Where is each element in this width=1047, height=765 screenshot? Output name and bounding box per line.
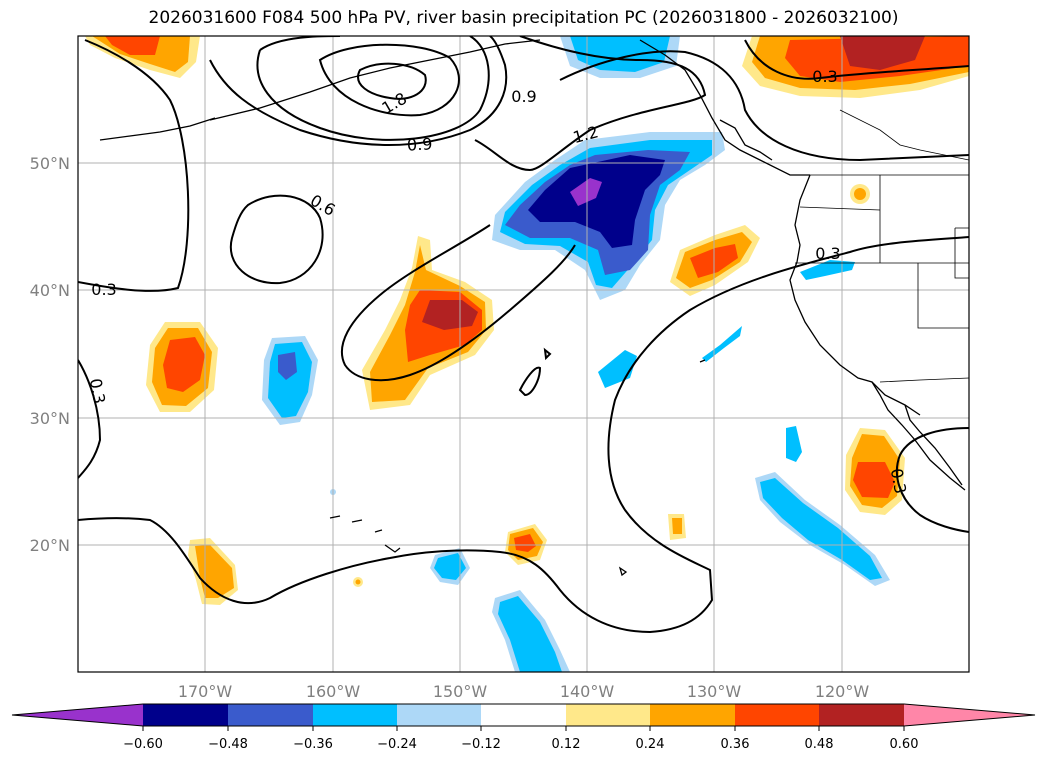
cb-tick-label-5: −0.12 xyxy=(461,737,501,752)
coast-gulf-california xyxy=(904,404,963,486)
precip-blob-se-band-mid xyxy=(760,478,882,580)
border-inland-box xyxy=(954,227,969,279)
precip-blob-small-center xyxy=(598,350,637,388)
precip-blob-sliver xyxy=(786,426,802,462)
contour-north-18 xyxy=(318,43,460,117)
lon-label-160w: 160°W xyxy=(306,682,361,701)
precip-blob-small-islands xyxy=(702,326,742,362)
lon-label-170w: 170°W xyxy=(178,682,233,701)
colorbar-bin-1 xyxy=(143,704,228,726)
colorbar-bin-8 xyxy=(735,704,819,726)
precip-blob-centerwest-peak xyxy=(422,300,478,330)
precip-blob-negative-peak xyxy=(570,178,602,206)
contour-label-03-left: 0.3 xyxy=(91,280,116,299)
map-title: 2026031600 F084 500 hPa PV, river basin … xyxy=(148,8,899,28)
border-us-mexico xyxy=(879,377,969,383)
colorbar-bin-7 xyxy=(650,704,735,726)
colorbar-bin-5 xyxy=(481,704,566,726)
contour-03-topright xyxy=(744,39,969,80)
precip-blob-baja-core xyxy=(853,462,895,498)
lat-label-50n: 50°N xyxy=(30,154,70,173)
contour-north-18-inner xyxy=(357,62,427,100)
precip-blob-topcenter-mid xyxy=(570,36,670,72)
gridlines xyxy=(78,36,969,672)
coastlines xyxy=(99,39,966,577)
precip-dot-b xyxy=(355,579,361,585)
coast-se-alaska xyxy=(639,39,810,176)
lat-label-40n: 40°N xyxy=(30,281,70,300)
plot-area: 1.8 0.9 0.9 1.2 0.6 0.3 0.3 0.3 0.3 0.3 xyxy=(78,36,969,672)
precip-blob-south-b-core xyxy=(672,518,682,534)
coast-tiny-islands xyxy=(618,359,706,577)
contour-label-03-topright: 0.3 xyxy=(812,67,837,86)
cb-tick-label-9: 0.48 xyxy=(805,737,834,752)
colorbar-under-arrow xyxy=(12,704,143,726)
cb-tick-label-1: −0.60 xyxy=(123,737,163,752)
cb-tick-label-10: 0.60 xyxy=(890,737,919,752)
colorbar-bin-9 xyxy=(819,704,904,726)
contour-09-upper xyxy=(474,36,707,172)
state-borders xyxy=(795,109,969,383)
cb-tick-label-6: 0.12 xyxy=(552,737,581,752)
colorbar-bin-4 xyxy=(397,704,481,726)
precip-dot-e xyxy=(854,188,866,200)
precip-anomaly-fills xyxy=(85,36,969,672)
contour-label-03-baja: 0.3 xyxy=(887,467,910,495)
contour-label-09-upper: 0.9 xyxy=(511,87,536,106)
coast-west-us xyxy=(789,174,921,416)
cb-tick-label-7: 0.24 xyxy=(636,737,665,752)
cb-tick-label-3: −0.36 xyxy=(293,737,333,752)
coast-hawaii xyxy=(329,515,401,553)
coast-bc-islands xyxy=(719,119,773,161)
contour-north-09 xyxy=(209,36,508,146)
colorbar-tick-marks xyxy=(142,726,905,731)
coast-baja xyxy=(871,381,966,491)
precip-blob-topleft-core xyxy=(105,36,160,55)
plot-border xyxy=(77,35,970,673)
precip-blob-south-a-core xyxy=(514,534,536,552)
colorbar-bin-3 xyxy=(313,704,397,726)
colorbar-tick-labels: −0.60 −0.48 −0.36 −0.24 −0.12 0.12 0.24 … xyxy=(123,737,918,752)
contour-12-main xyxy=(559,50,969,162)
precip-blob-west-core xyxy=(163,337,205,392)
lat-label-30n: 30°N xyxy=(30,409,70,428)
precip-blob-negative-core xyxy=(528,155,665,248)
precip-blob-hawaii-mid xyxy=(434,553,466,580)
contour-label-03-lowleft: 0.3 xyxy=(86,377,109,405)
border-oregon-washington xyxy=(799,206,881,211)
contour-west-06 xyxy=(229,194,324,285)
precip-blob-south-negative-mid xyxy=(498,596,562,672)
lon-label-140w: 140°W xyxy=(560,682,615,701)
border-ca-az xyxy=(917,263,969,329)
lon-label-120w: 120°W xyxy=(815,682,870,701)
lat-label-20n: 20°N xyxy=(30,536,70,555)
cb-tick-label-8: 0.36 xyxy=(721,737,750,752)
precip-blob-small-coast xyxy=(800,260,855,280)
colorbar: −0.60 −0.48 −0.36 −0.24 −0.12 0.12 0.24 … xyxy=(11,703,1036,752)
contour-03-baja xyxy=(895,427,969,533)
lon-label-130w: 130°W xyxy=(687,682,742,701)
border-bc-interior xyxy=(839,109,969,161)
colorbar-bin-2 xyxy=(228,704,313,726)
precip-blob-topright-peak xyxy=(840,36,925,70)
cb-tick-label-4: −0.24 xyxy=(377,737,417,752)
lat-tick-labels: 50°N 40°N 30°N 20°N xyxy=(30,154,70,555)
cb-tick-label-2: −0.48 xyxy=(208,737,248,752)
contour-center-small xyxy=(518,366,542,397)
contour-center-dot xyxy=(543,347,552,361)
colorbar-bin-6 xyxy=(566,704,650,726)
contour-label-09-left: 0.9 xyxy=(407,134,433,154)
coast-aleutians xyxy=(99,117,216,141)
contour-12-west-loop xyxy=(340,224,576,382)
contour-left-03-lower xyxy=(78,359,102,479)
colorbar-over-arrow xyxy=(904,704,1035,726)
lon-tick-labels: 170°W 160°W 150°W 140°W 130°W 120°W xyxy=(178,682,870,701)
precip-blob-west-negative-core xyxy=(278,352,297,380)
lon-label-150w: 150°W xyxy=(433,682,488,701)
contour-left-03 xyxy=(78,39,190,292)
pv-contours xyxy=(78,36,969,634)
contour-label-03-coast: 0.3 xyxy=(815,244,840,263)
contour-03-right xyxy=(78,236,969,634)
